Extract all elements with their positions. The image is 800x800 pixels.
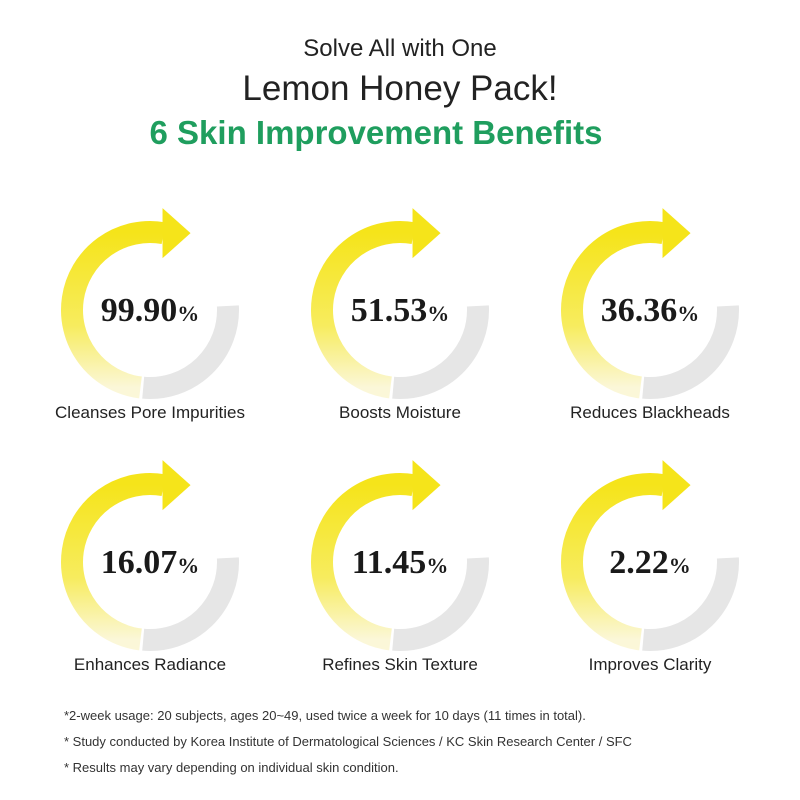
header-line3: 6 Skin Improvement Benefits	[150, 114, 603, 151]
benefit-value: 2.22%	[609, 544, 691, 581]
benefit-value: 11.45%	[352, 544, 449, 581]
ring-track	[392, 305, 489, 399]
ring-progress	[61, 221, 166, 399]
benefit-card: 16.07% Enhances Radiance	[61, 460, 239, 674]
footnote: * Study conducted by Korea Institute of …	[64, 734, 632, 749]
benefit-grid: 99.90% Cleanses Pore Impurities 51.53% Boos…	[55, 208, 739, 674]
benefit-label: Cleanses Pore Impurities	[55, 403, 245, 422]
value-unit: %	[177, 301, 199, 326]
ring-track	[142, 557, 239, 651]
value-unit: %	[177, 553, 199, 578]
ring-track	[642, 557, 739, 651]
benefit-card: 2.22% Improves Clarity	[561, 460, 739, 674]
ring-track	[142, 305, 239, 399]
ring-progress	[561, 473, 666, 651]
value-unit: %	[427, 301, 449, 326]
value-unit: %	[677, 301, 699, 326]
ring-track	[392, 557, 489, 651]
header-line2: Lemon Honey Pack!	[242, 69, 557, 108]
footnote: *2-week usage: 20 subjects, ages 20~49, …	[64, 708, 586, 723]
footnotes: *2-week usage: 20 subjects, ages 20~49, …	[64, 708, 632, 775]
benefit-label: Improves Clarity	[589, 655, 712, 674]
header-line1: Solve All with One	[303, 35, 496, 62]
ring-progress	[61, 473, 166, 651]
footnote: * Results may vary depending on individu…	[64, 760, 399, 775]
benefit-card: 36.36% Reduces Blackheads	[561, 208, 739, 422]
ring-progress	[561, 221, 666, 399]
benefit-card: 51.53% Boosts Moisture	[311, 208, 489, 422]
ring-arrow	[412, 208, 441, 259]
value-number: 99.90	[101, 292, 178, 329]
ring-arrow	[412, 460, 441, 511]
value-number: 36.36	[601, 292, 678, 329]
ring-arrow	[662, 460, 691, 511]
ring-arrow	[162, 460, 191, 511]
ring-progress	[311, 473, 416, 651]
value-unit: %	[669, 553, 691, 578]
value-number: 51.53	[351, 292, 428, 329]
benefit-label: Reduces Blackheads	[570, 403, 730, 422]
benefit-label: Boosts Moisture	[339, 403, 461, 422]
value-number: 2.22	[609, 544, 669, 581]
value-number: 11.45	[352, 544, 427, 581]
benefit-label: Enhances Radiance	[74, 655, 226, 674]
benefit-value: 99.90%	[101, 292, 200, 329]
value-number: 16.07	[101, 544, 178, 581]
benefit-value: 51.53%	[351, 292, 450, 329]
value-unit: %	[426, 553, 448, 578]
benefit-card: 11.45% Refines Skin Texture	[311, 460, 489, 674]
benefit-value: 36.36%	[601, 292, 700, 329]
benefit-card: 99.90% Cleanses Pore Impurities	[55, 208, 245, 422]
ring-arrow	[662, 208, 691, 259]
benefit-value: 16.07%	[101, 544, 200, 581]
ring-arrow	[162, 208, 191, 259]
ring-progress	[311, 221, 416, 399]
benefit-label: Refines Skin Texture	[322, 655, 478, 674]
ring-track	[642, 305, 739, 399]
